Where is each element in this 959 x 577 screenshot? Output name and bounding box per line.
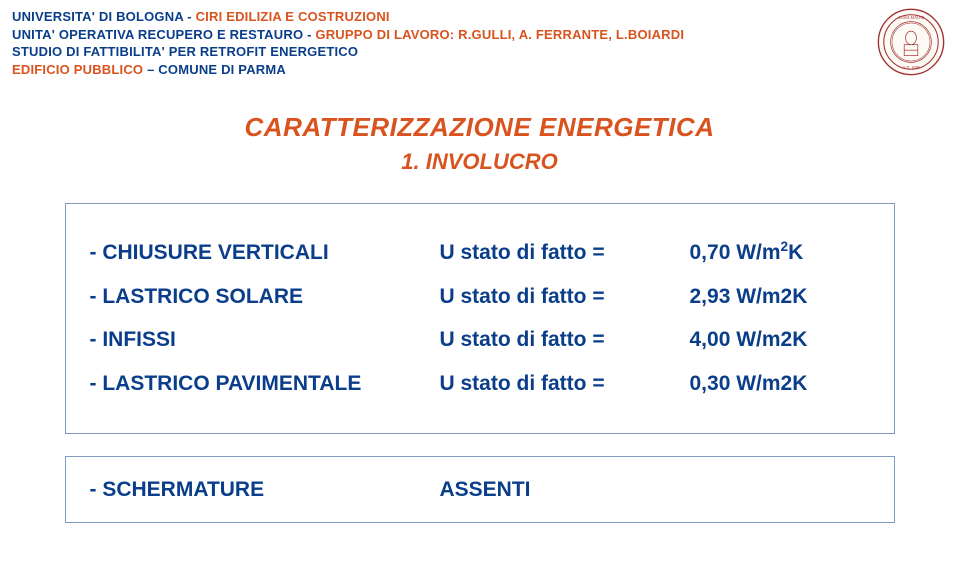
header-line-1b: CIRI EDILIZIA E COSTRUZIONI xyxy=(196,9,390,24)
row-label: - LASTRICO PAVIMENTALE xyxy=(90,367,440,401)
svg-text:ALMA MATER: ALMA MATER xyxy=(898,15,925,20)
row-value: 0,70 W/m2K xyxy=(690,236,870,270)
header-line-2: UNITA' OPERATIVA RECUPERO E RESTAURO - G… xyxy=(12,26,947,44)
row-mid: U stato di fatto = xyxy=(440,323,690,357)
table-row: - SCHERMATURE ASSENTI xyxy=(90,473,870,507)
header-line-1: UNIVERSITA' DI BOLOGNA - CIRI EDILIZIA E… xyxy=(12,8,947,26)
footer-value: ASSENTI xyxy=(440,473,690,507)
table-row: - LASTRICO SOLARE U stato di fatto = 2,9… xyxy=(90,280,870,314)
header-line-3: STUDIO DI FATTIBILITA' PER RETROFIT ENER… xyxy=(12,43,947,61)
title-block: CARATTERIZZAZIONE ENERGETICA 1. INVOLUCR… xyxy=(0,112,959,175)
row-label: - INFISSI xyxy=(90,323,440,357)
svg-text:A.D. 1088: A.D. 1088 xyxy=(902,65,919,70)
table-row: - CHIUSURE VERTICALI U stato di fatto = … xyxy=(90,236,870,270)
header-line-2b: GRUPPO DI LAVORO: R.GULLI, A. FERRANTE, … xyxy=(315,27,684,42)
row-value: 4,00 W/m2K xyxy=(690,323,870,357)
footer-panel: - SCHERMATURE ASSENTI xyxy=(65,456,895,524)
footer-label: - SCHERMATURE xyxy=(90,473,440,507)
table-row: - INFISSI U stato di fatto = 4,00 W/m2K xyxy=(90,323,870,357)
university-seal-icon: ALMA MATER A.D. 1088 xyxy=(877,8,945,76)
row-mid: U stato di fatto = xyxy=(440,280,690,314)
row-value: 0,30 W/m2K xyxy=(690,367,870,401)
row-mid: U stato di fatto = xyxy=(440,236,690,270)
header-line-4b: – COMUNE DI PARMA xyxy=(147,62,286,77)
row-mid: U stato di fatto = xyxy=(440,367,690,401)
table-row: - LASTRICO PAVIMENTALE U stato di fatto … xyxy=(90,367,870,401)
data-panel: - CHIUSURE VERTICALI U stato di fatto = … xyxy=(65,203,895,433)
page-subtitle: 1. INVOLUCRO xyxy=(0,149,959,175)
row-label: - CHIUSURE VERTICALI xyxy=(90,236,440,270)
row-label: - LASTRICO SOLARE xyxy=(90,280,440,314)
header-line-4a: EDIFICIO PUBBLICO xyxy=(12,62,147,77)
row-value: 2,93 W/m2K xyxy=(690,280,870,314)
header-line-2a: UNITA' OPERATIVA RECUPERO E RESTAURO - xyxy=(12,27,315,42)
header-block: UNIVERSITA' DI BOLOGNA - CIRI EDILIZIA E… xyxy=(0,0,959,82)
header-line-4: EDIFICIO PUBBLICO – COMUNE DI PARMA xyxy=(12,61,947,79)
page-title: CARATTERIZZAZIONE ENERGETICA xyxy=(0,112,959,143)
header-line-1a: UNIVERSITA' DI BOLOGNA - xyxy=(12,9,196,24)
